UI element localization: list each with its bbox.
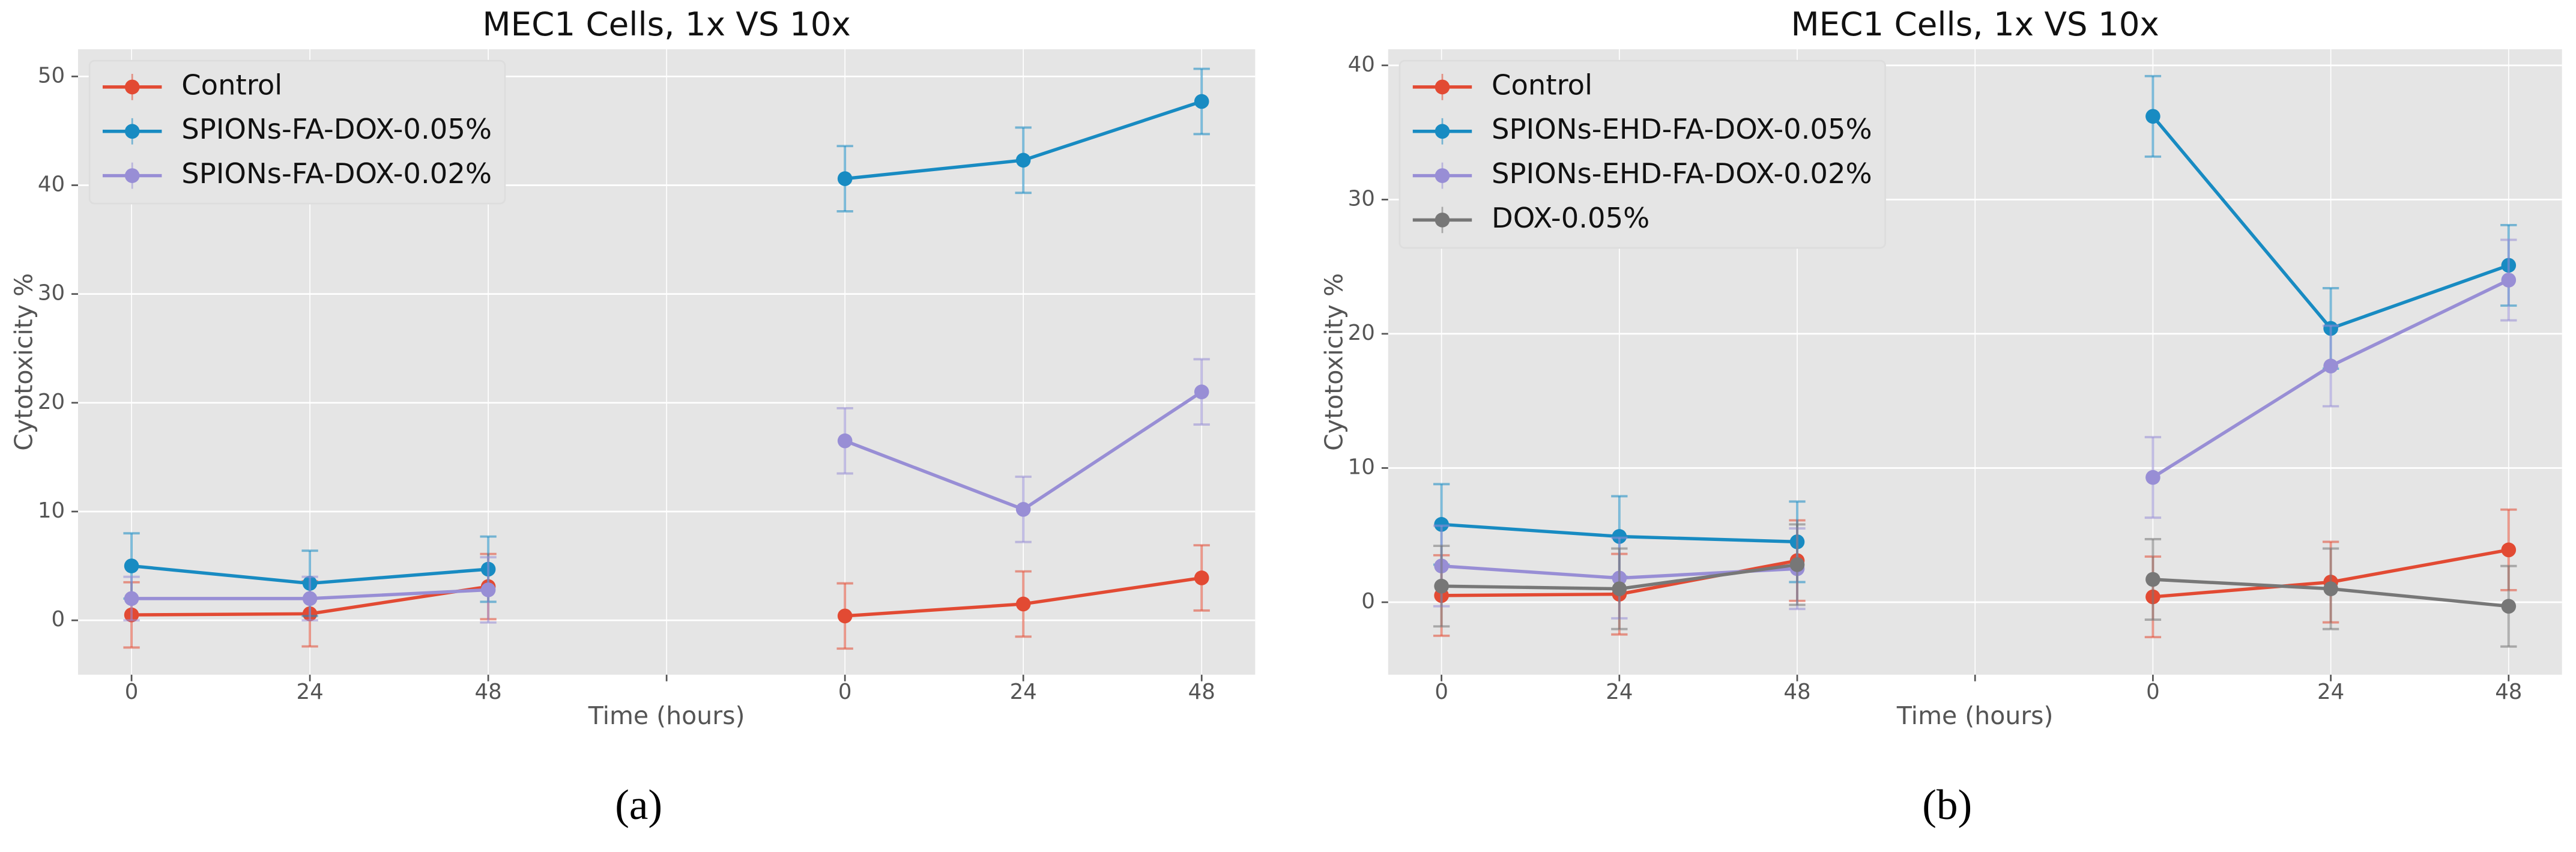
data-point	[1015, 596, 1031, 612]
legend-marker	[1435, 213, 1450, 228]
data-point	[837, 608, 853, 624]
panel-label: (a)	[615, 782, 662, 829]
data-point	[1612, 581, 1627, 596]
legend-marker	[124, 168, 140, 183]
legend-box	[1398, 59, 1886, 249]
y-tick-label: 0	[1361, 589, 1375, 614]
legend-label: Control	[181, 68, 282, 101]
data-point	[480, 582, 496, 597]
data-point	[1015, 502, 1031, 517]
x-axis-label: Time (hours)	[588, 701, 745, 730]
data-point	[124, 591, 139, 606]
x-tick-label: 24	[2317, 680, 2344, 704]
legend-label: SPIONs-FA-DOX-0.02%	[181, 157, 492, 190]
data-point	[2501, 273, 2517, 288]
x-tick-label: 48	[475, 680, 502, 704]
y-tick-label: 30	[38, 281, 65, 306]
data-point	[837, 171, 853, 186]
data-point	[2145, 109, 2160, 124]
y-tick-label: 40	[38, 172, 65, 196]
x-tick-label: 48	[1783, 680, 1810, 704]
x-tick-label: 0	[125, 680, 139, 704]
y-tick-label: 40	[1348, 52, 1375, 77]
data-point	[1194, 94, 1209, 109]
data-point	[1434, 578, 1449, 594]
x-tick-label: 0	[838, 680, 852, 704]
x-tick-label: 24	[1606, 680, 1633, 704]
x-tick-label: 24	[296, 680, 323, 704]
data-point	[1789, 557, 1805, 572]
y-tick-label: 50	[38, 63, 65, 88]
x-axis-label: Time (hours)	[1896, 701, 2054, 730]
y-tick-label: 10	[38, 498, 65, 523]
panel-label: (b)	[1922, 782, 1972, 829]
x-tick-label: 0	[1435, 680, 1448, 704]
data-point	[1612, 529, 1627, 544]
legend-label: SPIONs-EHD-FA-DOX-0.02%	[1492, 157, 1872, 190]
y-tick-label: 10	[1348, 455, 1375, 479]
data-point	[1194, 570, 1209, 585]
x-tick-label: 48	[1188, 680, 1215, 704]
chart-title: MEC1 Cells, 1x VS 10x	[482, 5, 850, 43]
legend-marker	[1435, 79, 1450, 95]
data-point	[124, 558, 139, 573]
data-point	[2501, 599, 2517, 614]
y-axis-label: Cytotoxicity %	[1319, 273, 1348, 451]
legend-marker	[1435, 124, 1450, 139]
legend-label: Control	[1492, 68, 1592, 101]
data-point	[2323, 358, 2338, 373]
data-point	[1194, 384, 1209, 399]
legend-box	[88, 59, 506, 205]
data-point	[2323, 581, 2338, 596]
x-tick-label: 48	[2495, 680, 2522, 704]
data-point	[302, 591, 318, 606]
data-point	[1434, 517, 1449, 532]
y-tick-label: 0	[51, 607, 65, 632]
chart-title: MEC1 Cells, 1x VS 10x	[1791, 5, 2159, 43]
data-point	[1015, 153, 1031, 168]
x-tick-label: 0	[2146, 680, 2160, 704]
y-axis-label: Cytotoxicity %	[9, 273, 38, 451]
data-point	[837, 433, 853, 449]
legend-marker	[124, 124, 140, 139]
data-point	[2145, 470, 2160, 485]
data-point	[2145, 572, 2160, 587]
legend-label: DOX-0.05%	[1492, 202, 1649, 234]
legend-label: SPIONs-EHD-FA-DOX-0.05%	[1492, 113, 1872, 145]
data-point	[2501, 542, 2517, 558]
legend-label: SPIONs-FA-DOX-0.05%	[181, 113, 492, 145]
y-tick-label: 30	[1348, 186, 1375, 211]
legend-marker	[124, 79, 140, 95]
y-tick-label: 20	[1348, 321, 1375, 345]
legend-marker	[1435, 168, 1450, 183]
x-tick-label: 24	[1010, 680, 1037, 704]
y-tick-label: 20	[38, 390, 65, 414]
